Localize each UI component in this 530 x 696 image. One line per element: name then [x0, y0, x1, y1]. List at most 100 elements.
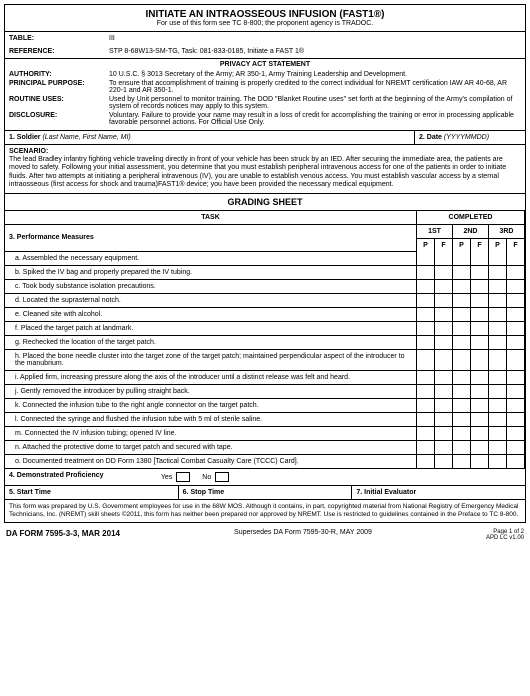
- pf-cell[interactable]: [435, 308, 453, 322]
- pf-cell[interactable]: [435, 322, 453, 336]
- soldier-cell[interactable]: 1. Soldier (Last Name, First Name, MI): [5, 131, 415, 144]
- pf-cell[interactable]: [471, 266, 489, 280]
- pf-cell[interactable]: [435, 441, 453, 455]
- pf-cell[interactable]: [453, 413, 471, 427]
- pf-cell[interactable]: [489, 252, 507, 266]
- pf-cell[interactable]: [453, 322, 471, 336]
- pf-cell[interactable]: [435, 385, 453, 399]
- pf-cell[interactable]: [507, 413, 525, 427]
- pf-cell[interactable]: [417, 308, 435, 322]
- pf-cell[interactable]: [507, 322, 525, 336]
- pf-cell[interactable]: [507, 336, 525, 350]
- pf-cell[interactable]: [489, 266, 507, 280]
- pf-cell[interactable]: [507, 294, 525, 308]
- pf-cell[interactable]: [453, 455, 471, 469]
- pf-cell[interactable]: [435, 399, 453, 413]
- yes-option[interactable]: Yes: [157, 469, 198, 485]
- pf-cell[interactable]: [417, 294, 435, 308]
- pf-cell[interactable]: [435, 413, 453, 427]
- stop-time-cell[interactable]: 6. Stop Time: [179, 486, 353, 499]
- pf-cell[interactable]: [453, 336, 471, 350]
- pf-cell[interactable]: [489, 399, 507, 413]
- pf-cell[interactable]: [453, 350, 471, 371]
- pf-cell[interactable]: [435, 455, 453, 469]
- pf-cell[interactable]: [471, 308, 489, 322]
- pf-cell[interactable]: [435, 294, 453, 308]
- pf-cell[interactable]: [435, 280, 453, 294]
- pf-cell[interactable]: [417, 280, 435, 294]
- pf-cell[interactable]: [453, 399, 471, 413]
- pf-cell[interactable]: [489, 427, 507, 441]
- pf-cell[interactable]: [489, 455, 507, 469]
- pf-cell[interactable]: [417, 399, 435, 413]
- pf-cell[interactable]: [507, 399, 525, 413]
- pf-cell[interactable]: [471, 322, 489, 336]
- pf-cell[interactable]: [489, 371, 507, 385]
- pf-cell[interactable]: [507, 266, 525, 280]
- attempt-header: 2ND: [453, 224, 489, 238]
- pf-cell[interactable]: [453, 371, 471, 385]
- pf-cell[interactable]: [507, 441, 525, 455]
- pf-cell[interactable]: [453, 280, 471, 294]
- pf-cell[interactable]: [453, 441, 471, 455]
- pf-cell[interactable]: [507, 350, 525, 371]
- pf-cell[interactable]: [507, 455, 525, 469]
- pf-cell[interactable]: [471, 385, 489, 399]
- pf-cell[interactable]: [417, 441, 435, 455]
- pf-cell[interactable]: [417, 385, 435, 399]
- initial-eval-cell[interactable]: 7. Initial Evaluator: [352, 486, 525, 499]
- no-option[interactable]: No: [198, 469, 237, 485]
- pf-cell[interactable]: [417, 322, 435, 336]
- pf-cell[interactable]: [471, 252, 489, 266]
- pf-cell[interactable]: [417, 350, 435, 371]
- pf-cell[interactable]: [489, 280, 507, 294]
- pf-cell[interactable]: [489, 385, 507, 399]
- pf-cell[interactable]: [507, 385, 525, 399]
- pf-cell[interactable]: [471, 280, 489, 294]
- pf-cell[interactable]: [489, 322, 507, 336]
- pf-cell[interactable]: [471, 336, 489, 350]
- pf-cell[interactable]: [435, 371, 453, 385]
- pf-cell[interactable]: [453, 385, 471, 399]
- pf-cell[interactable]: [489, 308, 507, 322]
- pf-cell[interactable]: [435, 252, 453, 266]
- pf-cell[interactable]: [489, 336, 507, 350]
- pf-cell[interactable]: [471, 399, 489, 413]
- pf-cell[interactable]: [507, 280, 525, 294]
- pf-cell[interactable]: [417, 413, 435, 427]
- start-time-cell[interactable]: 5. Start Time: [5, 486, 179, 499]
- pf-cell[interactable]: [471, 294, 489, 308]
- pf-cell[interactable]: [435, 266, 453, 280]
- pf-cell[interactable]: [435, 427, 453, 441]
- pf-cell[interactable]: [489, 413, 507, 427]
- pf-cell[interactable]: [507, 252, 525, 266]
- yes-checkbox[interactable]: [176, 472, 190, 482]
- pf-cell[interactable]: [471, 455, 489, 469]
- pf-cell[interactable]: [417, 427, 435, 441]
- pf-cell[interactable]: [471, 371, 489, 385]
- pf-cell[interactable]: [453, 252, 471, 266]
- pf-cell[interactable]: [417, 252, 435, 266]
- pf-cell[interactable]: [417, 266, 435, 280]
- pf-cell[interactable]: [507, 308, 525, 322]
- pf-cell[interactable]: [471, 350, 489, 371]
- pf-cell[interactable]: [507, 427, 525, 441]
- pf-cell[interactable]: [489, 294, 507, 308]
- pf-cell[interactable]: [471, 441, 489, 455]
- pf-cell[interactable]: [453, 294, 471, 308]
- pf-cell[interactable]: [507, 371, 525, 385]
- pf-cell[interactable]: [435, 350, 453, 371]
- pf-cell[interactable]: [417, 336, 435, 350]
- no-checkbox[interactable]: [215, 472, 229, 482]
- pf-cell[interactable]: [471, 413, 489, 427]
- pf-cell[interactable]: [435, 336, 453, 350]
- pf-cell[interactable]: [489, 441, 507, 455]
- pf-cell[interactable]: [417, 455, 435, 469]
- pf-cell[interactable]: [453, 427, 471, 441]
- pf-cell[interactable]: [489, 350, 507, 371]
- pf-cell[interactable]: [471, 427, 489, 441]
- pf-cell[interactable]: [453, 266, 471, 280]
- pf-cell[interactable]: [453, 308, 471, 322]
- pf-cell[interactable]: [417, 371, 435, 385]
- date-cell[interactable]: 2. Date (YYYYMMDD): [415, 131, 525, 144]
